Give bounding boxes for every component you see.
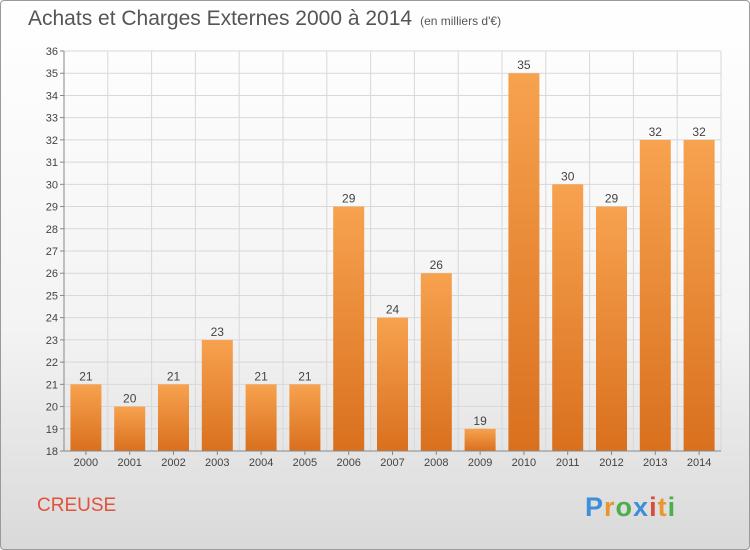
- logo-letter: x: [633, 492, 650, 522]
- bar: [464, 428, 496, 451]
- bar: [377, 317, 408, 451]
- logo-letter: t: [657, 492, 668, 522]
- y-tick-label: 23: [46, 335, 58, 347]
- bar: [289, 384, 321, 451]
- x-tick-label: 2012: [599, 457, 623, 469]
- x-tick-label: 2003: [205, 457, 229, 469]
- data-label: 21: [79, 369, 93, 383]
- data-label: 29: [605, 192, 619, 206]
- data-label: 21: [167, 369, 181, 383]
- data-label: 32: [649, 125, 663, 139]
- x-tick-label: 2009: [468, 457, 492, 469]
- data-label: 21: [254, 369, 268, 383]
- bar: [70, 384, 102, 451]
- x-tick-label: 2011: [556, 457, 580, 469]
- data-label: 20: [123, 392, 137, 406]
- data-label: 35: [517, 58, 531, 72]
- logo-letter: o: [615, 492, 634, 522]
- data-label: 21: [298, 369, 312, 383]
- y-tick-label: 32: [46, 135, 58, 147]
- x-tick-label: 2007: [380, 457, 404, 469]
- y-tick-label: 31: [46, 157, 58, 169]
- region-label: CREUSE: [37, 495, 117, 516]
- y-tick-label: 34: [46, 90, 58, 102]
- y-tick-label: 20: [46, 402, 58, 414]
- bar: [420, 273, 452, 451]
- bar: [114, 406, 146, 451]
- data-label: 26: [430, 258, 444, 272]
- bar: [639, 139, 671, 451]
- data-label: 30: [561, 169, 575, 183]
- y-tick-label: 29: [46, 202, 58, 214]
- x-tick-label: 2006: [336, 457, 360, 469]
- y-tick-label: 30: [46, 179, 58, 191]
- x-tick-label: 2000: [74, 457, 98, 469]
- bar: [333, 206, 365, 451]
- x-tick-label: 2010: [512, 457, 536, 469]
- logo-letter: i: [667, 492, 677, 522]
- x-tick-label: 2008: [424, 457, 448, 469]
- x-tick-label: 2013: [643, 457, 667, 469]
- x-tick-label: 2014: [687, 457, 711, 469]
- axes: 18 19 20 21 22 23 24 25 26 27 28 29 30 31 32 33 34 35 36 20…: [46, 46, 721, 469]
- y-tick-label: 18: [46, 446, 58, 458]
- x-tick-label: 2005: [293, 457, 317, 469]
- bar: [596, 206, 627, 451]
- chart-title-text: Achats et Charges Externes 2000 à 2014: [28, 7, 413, 30]
- data-label: 19: [473, 414, 487, 428]
- data-label: 24: [386, 303, 400, 317]
- y-tick-label: 36: [46, 46, 58, 58]
- x-tick-label: 2002: [161, 457, 185, 469]
- y-tick-label: 35: [46, 68, 58, 80]
- logo-letter: r: [604, 492, 616, 522]
- bar: [201, 339, 233, 451]
- bar: [508, 73, 540, 451]
- data-label: 32: [692, 125, 706, 139]
- x-tick-label: 2001: [117, 457, 141, 469]
- bar: [245, 384, 277, 451]
- y-tick-label: 33: [46, 113, 58, 125]
- y-tick-label: 27: [46, 246, 58, 258]
- bars: 21 20 21 23 21 21 29 24 26 19 35 30 29 32 32: [70, 58, 715, 452]
- logo-letter: i: [649, 492, 658, 522]
- y-tick-label: 21: [46, 379, 58, 391]
- y-tick-label: 19: [46, 424, 58, 436]
- bar: [158, 384, 189, 451]
- chart-title: Achats et Charges Externes 2000 à 2014 (e…: [28, 7, 501, 31]
- y-tick-label: 26: [46, 268, 58, 280]
- x-tick-label: 2004: [249, 457, 273, 469]
- y-tick-label: 25: [46, 290, 58, 302]
- y-tick-label: 24: [46, 313, 58, 325]
- bar: [552, 184, 584, 452]
- bar: [683, 139, 715, 451]
- y-tick-label: 22: [46, 357, 58, 369]
- data-label: 29: [342, 192, 356, 206]
- y-tick-label: 28: [46, 224, 58, 236]
- proxiti-logo: Proxiti: [585, 492, 676, 523]
- chart-unit: (en milliers d'€): [420, 14, 502, 28]
- logo-letter: P: [585, 492, 605, 522]
- data-label: 23: [211, 325, 225, 339]
